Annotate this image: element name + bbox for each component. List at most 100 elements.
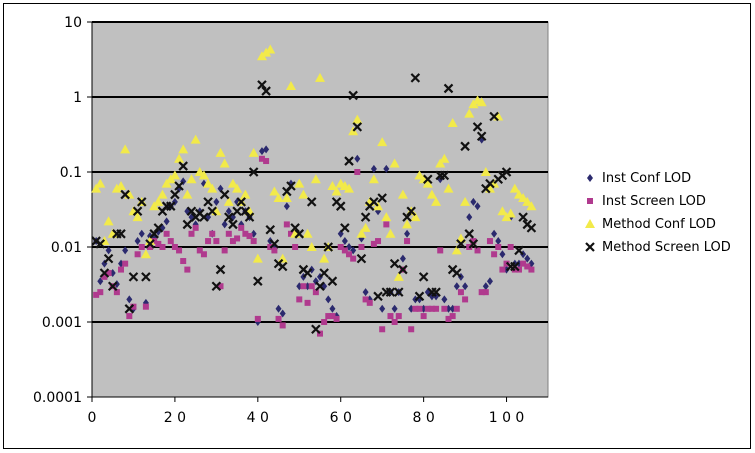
data-point — [377, 193, 387, 203]
y-tick-label: 0.1 — [60, 165, 82, 181]
data-point — [526, 223, 537, 233]
data-point — [439, 153, 450, 163]
data-point — [410, 212, 421, 222]
data-point — [315, 72, 325, 82]
data-point — [132, 206, 143, 216]
data-point — [145, 239, 155, 249]
data-point — [174, 181, 184, 191]
data-point — [393, 287, 404, 297]
data-point — [155, 240, 162, 247]
data-point — [453, 282, 460, 291]
data-point — [271, 247, 278, 254]
x-tick-label: 0 — [88, 410, 97, 426]
data-point — [198, 170, 209, 180]
data-point — [352, 122, 363, 132]
data-point — [275, 315, 282, 322]
data-point — [163, 230, 170, 237]
data-point — [242, 230, 249, 237]
data-point — [474, 247, 481, 254]
data-point — [410, 73, 421, 83]
data-point — [263, 158, 270, 165]
data-point — [341, 237, 348, 246]
data-point — [176, 247, 183, 254]
data-point — [128, 272, 139, 282]
data-point — [439, 170, 450, 181]
data-point — [486, 277, 493, 286]
data-point — [398, 264, 408, 275]
data-point — [298, 189, 309, 199]
data-point — [468, 239, 479, 249]
data-point — [327, 276, 338, 286]
data-point — [402, 219, 413, 229]
data-point — [275, 304, 282, 313]
data-point — [431, 287, 441, 297]
data-point — [373, 291, 383, 302]
data-point — [464, 108, 475, 118]
data-point — [165, 201, 176, 211]
data-point — [103, 253, 114, 264]
data-point — [356, 228, 367, 238]
x-tick-label: 1 0 0 — [489, 410, 525, 426]
data-point — [491, 251, 498, 258]
data-point — [393, 271, 404, 281]
data-point — [140, 249, 151, 259]
data-point — [333, 315, 340, 322]
data-point — [337, 244, 344, 250]
data-point — [248, 167, 259, 177]
data-point — [105, 270, 112, 277]
data-point — [391, 304, 398, 313]
data-point — [480, 167, 491, 176]
data-point — [269, 239, 280, 249]
data-point — [331, 186, 342, 196]
data-point — [207, 183, 218, 193]
data-point — [290, 223, 300, 233]
data-point — [186, 206, 197, 216]
data-point — [389, 158, 400, 168]
data-point — [253, 276, 263, 286]
data-point — [528, 266, 535, 273]
data-point — [225, 207, 232, 216]
data-point — [213, 197, 220, 206]
data-point — [510, 261, 520, 272]
data-point — [404, 238, 411, 245]
data-point — [101, 273, 108, 280]
data-point — [391, 319, 398, 325]
data-point — [170, 189, 180, 200]
data-point — [234, 235, 241, 242]
data-point — [203, 178, 214, 188]
data-point — [435, 158, 446, 168]
data-point — [485, 178, 495, 189]
data-point — [205, 238, 212, 245]
data-point — [360, 222, 371, 232]
data-point — [499, 266, 506, 273]
data-point — [287, 230, 294, 237]
data-point — [416, 305, 423, 312]
data-point — [443, 183, 454, 193]
data-point — [286, 181, 296, 191]
data-point — [470, 238, 477, 245]
data-point — [122, 260, 129, 267]
data-point — [356, 253, 367, 264]
data-point — [213, 238, 220, 245]
data-point — [306, 242, 317, 251]
data-point — [302, 268, 313, 278]
data-point — [462, 296, 469, 303]
y-tick-label: 0.0001 — [33, 390, 82, 406]
data-point — [200, 251, 207, 258]
data-point — [252, 253, 263, 263]
legend-label: Method Screen LOD — [602, 240, 731, 255]
data-point — [196, 247, 203, 254]
data-point — [464, 229, 475, 239]
data-point — [470, 197, 477, 206]
data-point — [269, 186, 280, 196]
data-point — [111, 183, 122, 193]
data-point — [132, 212, 143, 222]
data-point — [368, 174, 379, 184]
data-point — [505, 208, 516, 218]
data-point — [163, 217, 170, 226]
data-point — [215, 147, 226, 157]
data-point — [441, 295, 448, 304]
data-point — [285, 81, 296, 91]
data-point — [257, 80, 267, 90]
data-point — [258, 155, 265, 162]
